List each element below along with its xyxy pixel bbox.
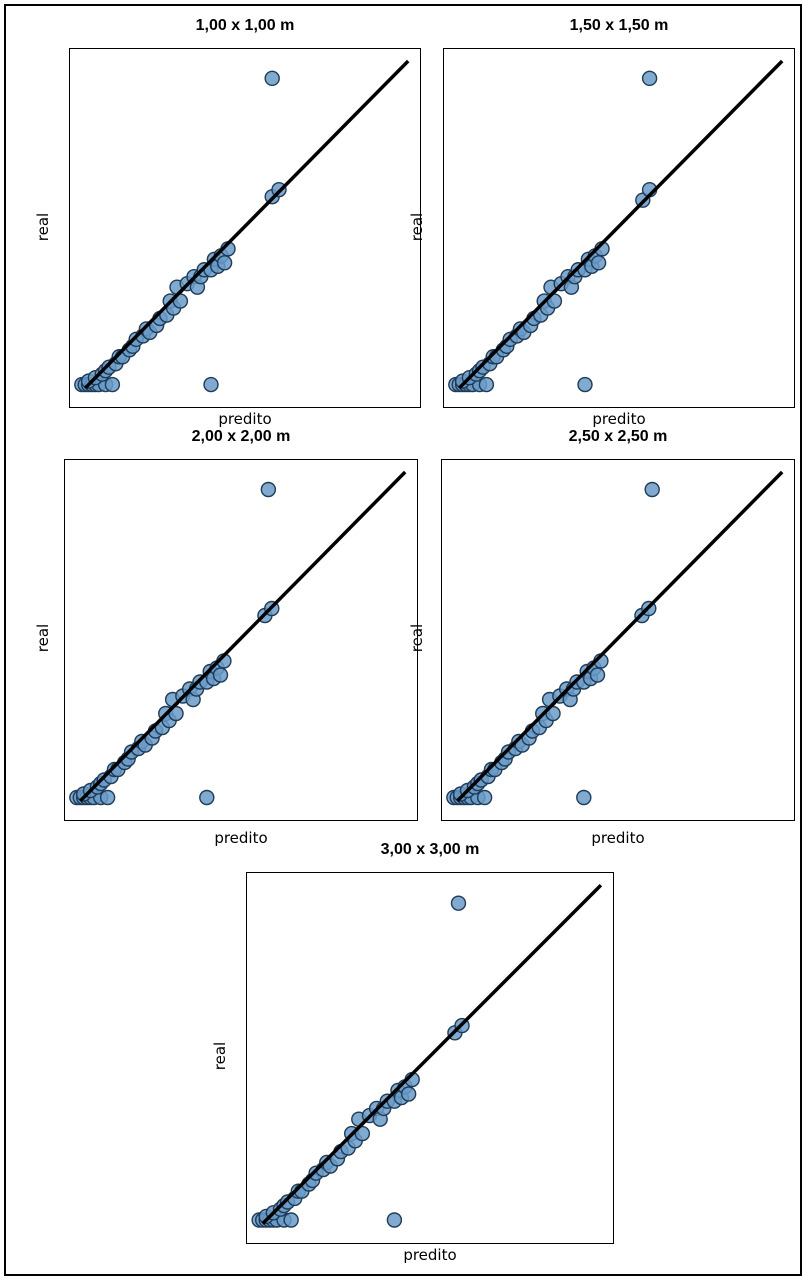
data-point: [476, 789, 493, 806]
scatter-plot: [74, 59, 410, 393]
y-axis-label: real: [34, 623, 53, 653]
x-axis-label: predito: [218, 410, 272, 428]
data-point: [400, 1086, 417, 1102]
data-point: [576, 789, 592, 806]
data-point: [577, 376, 593, 393]
plot-area: [246, 872, 614, 1244]
data-point: [644, 481, 660, 498]
data-point: [199, 789, 215, 806]
plot-area: [441, 459, 795, 821]
y-axis-label: real: [408, 623, 427, 653]
data-point: [354, 1125, 371, 1142]
data-point: [589, 667, 606, 683]
y-axis-label: real: [211, 1041, 230, 1071]
subplot-title: 2,50 x 2,50 m: [568, 428, 668, 445]
data-point: [264, 70, 280, 87]
subplot-title: 2,00 x 2,00 m: [191, 428, 291, 445]
data-point: [203, 376, 219, 393]
data-point: [478, 376, 495, 393]
data-point: [283, 1212, 299, 1228]
identity-line: [83, 59, 410, 390]
x-axis-label: predito: [214, 829, 268, 847]
scatter-plot: [251, 883, 603, 1228]
x-axis-label: predito: [592, 410, 646, 428]
subplot-3x3: 3,00 x 3,00 m predito real: [211, 841, 614, 1264]
y-axis-label: real: [34, 212, 53, 242]
plot-area: [69, 48, 421, 408]
plot-area: [443, 48, 795, 408]
y-axis-label: real: [408, 212, 427, 242]
data-point: [641, 70, 658, 87]
subplot-2x2: 2,00 x 2,00 m predito real: [34, 428, 418, 847]
subplot-1.5x1.5: 1,50 x 1,50 m predito real: [408, 17, 795, 428]
data-point: [260, 481, 277, 498]
figure-frame: 1,00 x 1,00 m predito real 1,50 x 1,50 m…: [4, 4, 802, 1276]
x-axis-label: predito: [403, 1246, 457, 1264]
identity-line: [79, 470, 407, 803]
scatter-plot: [446, 470, 784, 806]
data-point: [104, 376, 121, 393]
data-point: [386, 1212, 403, 1228]
identity-line: [261, 883, 603, 1225]
data-point: [590, 255, 607, 271]
data-point: [99, 789, 116, 806]
data-point: [450, 895, 467, 911]
scatter-plot: [448, 59, 784, 393]
subplot-1x1: 1,00 x 1,00 m predito real: [34, 17, 421, 428]
data-point: [216, 255, 233, 271]
subplot-title: 3,00 x 3,00 m: [380, 841, 480, 858]
x-axis-label: predito: [591, 829, 645, 847]
identity-line: [456, 470, 784, 803]
data-point: [212, 667, 229, 683]
subplot-2.5x2.5: 2,50 x 2,50 m predito real: [408, 428, 795, 847]
scatter-plot: [69, 470, 407, 806]
identity-line: [457, 59, 784, 390]
subplot-title: 1,50 x 1,50 m: [569, 17, 669, 34]
subplot-title: 1,00 x 1,00 m: [195, 17, 295, 34]
plot-area: [64, 459, 418, 821]
